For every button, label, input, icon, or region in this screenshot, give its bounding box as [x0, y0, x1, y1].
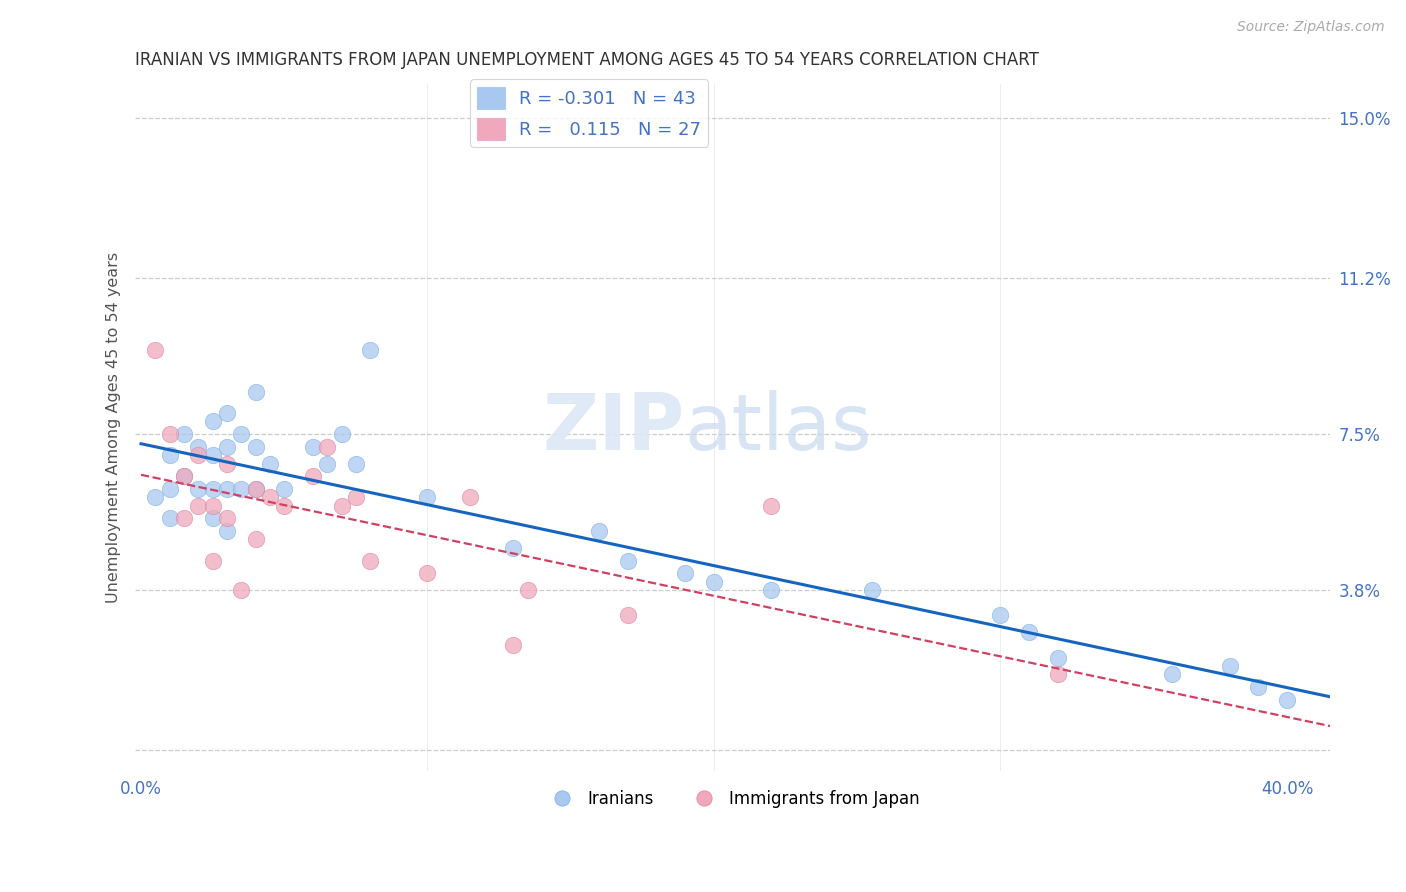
Point	[302, 469, 325, 483]
Point	[143, 343, 166, 357]
Point	[273, 482, 295, 496]
Point	[330, 499, 353, 513]
Point	[215, 511, 238, 525]
Point	[416, 491, 439, 505]
Point	[1046, 650, 1069, 665]
Point	[617, 553, 640, 567]
Point	[215, 457, 238, 471]
Text: Source: ZipAtlas.com: Source: ZipAtlas.com	[1237, 20, 1385, 34]
Point	[703, 574, 725, 589]
Text: IRANIAN VS IMMIGRANTS FROM JAPAN UNEMPLOYMENT AMONG AGES 45 TO 54 YEARS CORRELAT: IRANIAN VS IMMIGRANTS FROM JAPAN UNEMPLO…	[135, 51, 1039, 69]
Point	[159, 448, 181, 462]
Point	[302, 440, 325, 454]
Point	[1219, 659, 1241, 673]
Legend: Iranians, Immigrants from Japan: Iranians, Immigrants from Japan	[538, 783, 927, 814]
Text: atlas: atlas	[685, 390, 872, 466]
Point	[231, 427, 253, 442]
Point	[173, 511, 195, 525]
Point	[416, 566, 439, 581]
Point	[231, 482, 253, 496]
Point	[761, 499, 783, 513]
Point	[259, 491, 281, 505]
Point	[1018, 625, 1040, 640]
Point	[330, 427, 353, 442]
Point	[215, 524, 238, 538]
Point	[159, 511, 181, 525]
Point	[143, 491, 166, 505]
Point	[860, 583, 883, 598]
Point	[344, 457, 367, 471]
Point	[990, 608, 1012, 623]
Point	[273, 499, 295, 513]
Point	[673, 566, 696, 581]
Point	[316, 457, 339, 471]
Point	[201, 482, 224, 496]
Point	[201, 448, 224, 462]
Point	[201, 511, 224, 525]
Point	[173, 469, 195, 483]
Point	[617, 608, 640, 623]
Point	[201, 414, 224, 428]
Point	[173, 427, 195, 442]
Point	[215, 440, 238, 454]
Point	[316, 440, 339, 454]
Point	[159, 482, 181, 496]
Point	[201, 553, 224, 567]
Point	[245, 533, 267, 547]
Point	[187, 482, 209, 496]
Point	[159, 427, 181, 442]
Point	[215, 482, 238, 496]
Point	[502, 638, 524, 652]
Point	[516, 583, 538, 598]
Point	[259, 457, 281, 471]
Point	[359, 553, 381, 567]
Point	[1247, 680, 1270, 694]
Point	[187, 448, 209, 462]
Y-axis label: Unemployment Among Ages 45 to 54 years: Unemployment Among Ages 45 to 54 years	[107, 252, 121, 603]
Point	[502, 541, 524, 555]
Point	[187, 440, 209, 454]
Point	[1046, 667, 1069, 681]
Point	[245, 384, 267, 399]
Point	[359, 343, 381, 357]
Point	[245, 482, 267, 496]
Point	[1161, 667, 1184, 681]
Point	[201, 499, 224, 513]
Point	[344, 491, 367, 505]
Point	[1275, 692, 1298, 706]
Point	[173, 469, 195, 483]
Point	[187, 499, 209, 513]
Point	[245, 440, 267, 454]
Point	[231, 583, 253, 598]
Text: ZIP: ZIP	[543, 390, 685, 466]
Point	[215, 406, 238, 420]
Point	[761, 583, 783, 598]
Point	[245, 482, 267, 496]
Point	[588, 524, 610, 538]
Point	[460, 491, 482, 505]
